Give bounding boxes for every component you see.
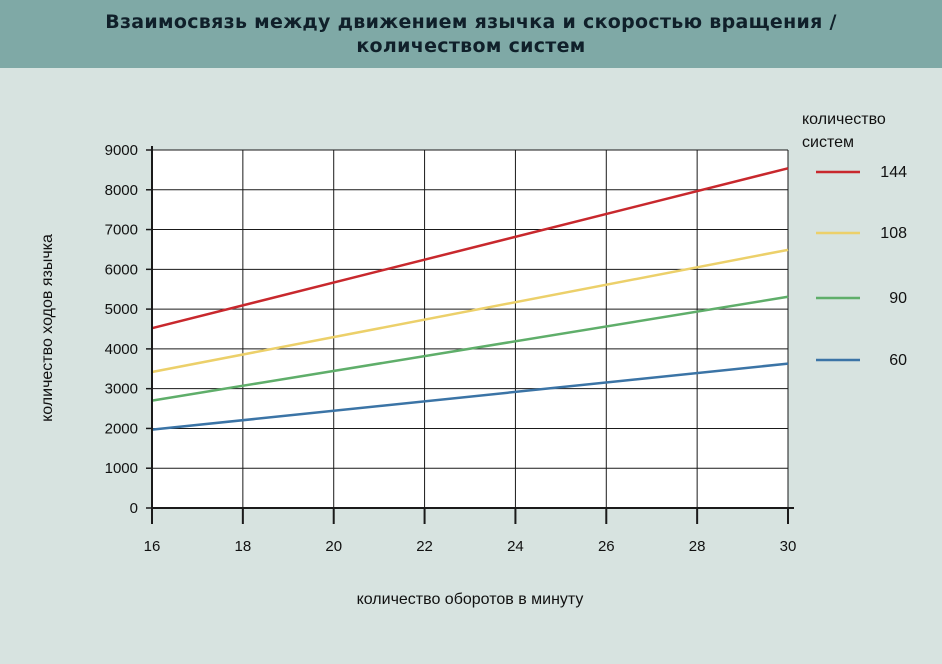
y-tick-label: 7000	[105, 222, 138, 239]
y-tick-label: 0	[130, 500, 138, 517]
series-line-144	[151, 167, 789, 330]
y-tick-label: 2000	[105, 420, 138, 437]
x-tick-label: 16	[144, 538, 161, 555]
series-line-60	[151, 362, 789, 431]
y-tick-label: 9000	[105, 142, 138, 159]
y-tick-label: 4000	[105, 341, 138, 358]
chart-title-line-1: Взаимосвязь между движением язычка и ско…	[105, 11, 837, 33]
x-tick-label: 26	[598, 538, 615, 555]
y-tick-label: 8000	[105, 182, 138, 199]
legend-label-108: 108	[880, 225, 907, 242]
plot-area	[152, 150, 788, 508]
y-axis-label: количество ходов язычка	[39, 234, 56, 422]
series-line-90	[151, 295, 789, 402]
legend-label-60: 60	[889, 352, 907, 369]
x-tick-label: 18	[235, 538, 252, 555]
title-bar: Взаимосвязь между движением язычка и ско…	[0, 0, 942, 68]
chart-title-line-2: количеством систем	[356, 35, 586, 57]
x-tick-label: 28	[689, 538, 706, 555]
legend: 144 108 90 60	[816, 164, 907, 369]
axes	[146, 146, 794, 524]
y-tick-label: 3000	[105, 381, 138, 398]
y-tick-label: 6000	[105, 261, 138, 278]
legend-label-90: 90	[889, 290, 907, 307]
legend-title-line-2: систем	[802, 134, 854, 151]
grid	[152, 149, 789, 508]
x-tick-label: 24	[507, 538, 524, 555]
series-line-108	[151, 248, 789, 374]
x-tick-label: 30	[780, 538, 797, 555]
x-tick-label: 22	[416, 538, 433, 555]
x-axis-label: количество оборотов в минуту	[357, 591, 584, 608]
series-lines	[151, 167, 789, 431]
legend-title-line-1: количество	[802, 111, 886, 128]
y-tick-label: 5000	[105, 301, 138, 318]
legend-label-144: 144	[880, 164, 907, 181]
tick-labels: 0 1000 2000 3000 4000 5000 6000 7000 8000 9000 16 1…	[105, 142, 797, 555]
y-tick-label: 1000	[105, 460, 138, 477]
x-tick-label: 20	[325, 538, 342, 555]
